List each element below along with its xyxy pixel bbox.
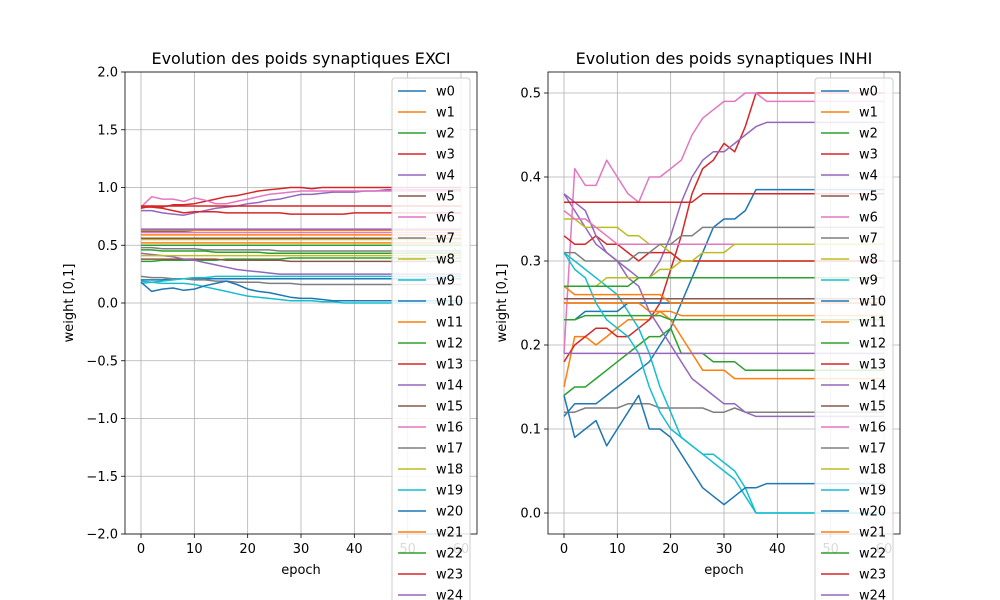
legend-label: w13 xyxy=(859,358,886,373)
legend-label: w14 xyxy=(859,379,886,394)
legend-label: w5 xyxy=(436,190,455,205)
legend-label: w8 xyxy=(436,253,455,268)
legend-label: w19 xyxy=(859,484,886,499)
y-tick-label: 0.2 xyxy=(520,339,541,354)
legend-label: w7 xyxy=(859,232,878,247)
legend-label: w17 xyxy=(859,442,886,457)
legend-label: w16 xyxy=(859,421,886,436)
legend-label: w18 xyxy=(859,463,886,478)
inhi-chart: 01020304050600.00.10.20.30.40.5Evolution… xyxy=(495,49,901,600)
y-tick-label: −1.5 xyxy=(86,470,118,485)
legend-label: w9 xyxy=(436,274,455,289)
legend-label: w6 xyxy=(436,211,455,226)
legend-label: w10 xyxy=(436,295,463,310)
legend-label: w24 xyxy=(436,589,463,600)
legend-label: w12 xyxy=(436,337,463,352)
y-tick-label: 0.0 xyxy=(520,507,541,522)
legend-label: w5 xyxy=(859,190,878,205)
legend-label: w2 xyxy=(436,127,455,142)
y-axis-label: weight [0,1] xyxy=(495,264,510,343)
legend-label: w0 xyxy=(436,85,455,100)
legend-label: w11 xyxy=(436,316,463,331)
x-tick-label: 0 xyxy=(137,542,145,557)
legend-label: w8 xyxy=(859,253,878,268)
legend-label: w9 xyxy=(859,274,878,289)
y-tick-label: 0.5 xyxy=(520,87,541,102)
x-axis-label: epoch xyxy=(704,563,744,578)
legend-label: w6 xyxy=(859,211,878,226)
legend-label: w18 xyxy=(436,463,463,478)
x-tick-label: 10 xyxy=(186,542,203,557)
legend-label: w22 xyxy=(859,547,886,562)
legend-label: w20 xyxy=(859,505,886,520)
legend-label: w4 xyxy=(859,169,878,184)
legend-label: w0 xyxy=(859,85,878,100)
legend: w0 w1 w2 w3 w4 w5 w6 w7 w8 w9 w10 w11 w12 w13 w14 w15 w1… xyxy=(814,77,894,600)
x-axis-label: epoch xyxy=(281,563,321,578)
chart-title: Evolution des poids synaptiques INHI xyxy=(576,49,873,68)
chart-title: Evolution des poids synaptiques EXCI xyxy=(151,49,450,68)
y-tick-label: −2.0 xyxy=(86,528,118,543)
legend-label: w16 xyxy=(436,421,463,436)
axes-frame xyxy=(124,71,478,535)
y-tick-label: 0.5 xyxy=(97,239,118,254)
y-tick-label: 0.0 xyxy=(97,297,118,312)
x-tick-label: 20 xyxy=(239,542,256,557)
legend-label: w7 xyxy=(436,232,455,247)
x-tick-label: 40 xyxy=(769,542,786,557)
legend-label: w19 xyxy=(436,484,463,499)
y-tick-label: −1.0 xyxy=(86,412,118,427)
y-tick-label: −0.5 xyxy=(86,354,118,369)
x-tick-label: 40 xyxy=(346,542,363,557)
x-tick-label: 20 xyxy=(662,542,679,557)
legend-label: w12 xyxy=(859,337,886,352)
legend-label: w21 xyxy=(436,526,463,541)
legend-label: w15 xyxy=(436,400,463,415)
y-tick-label: 1.5 xyxy=(97,123,118,138)
legend-label: w10 xyxy=(859,295,886,310)
legend-label: w21 xyxy=(859,526,886,541)
y-tick-label: 1.0 xyxy=(97,181,118,196)
legend-label: w20 xyxy=(436,505,463,520)
legend-label: w15 xyxy=(859,400,886,415)
legend-label: w23 xyxy=(859,568,886,583)
y-tick-label: 0.1 xyxy=(520,423,541,438)
y-tick-label: 2.0 xyxy=(97,66,118,81)
legend-label: w24 xyxy=(859,589,886,600)
y-tick-label: 0.3 xyxy=(520,255,541,270)
legend-label: w13 xyxy=(436,358,463,373)
legend-label: w4 xyxy=(436,169,455,184)
legend-label: w3 xyxy=(436,148,455,163)
legend-label: w3 xyxy=(859,148,878,163)
legend-label: w23 xyxy=(436,568,463,583)
x-tick-label: 30 xyxy=(716,542,733,557)
x-tick-label: 0 xyxy=(560,542,568,557)
legend-label: w22 xyxy=(436,547,463,562)
legend-label: w1 xyxy=(859,106,878,121)
legend-label: w17 xyxy=(436,442,463,457)
exci-chart: 0102030405060−2.0−1.5−1.0−0.50.00.51.01.… xyxy=(62,49,478,600)
legend: w0 w1 w2 w3 w4 w5 w6 w7 w8 w9 w10 w11 w12 w13 w14 w15 w1… xyxy=(391,77,471,600)
legend-label: w11 xyxy=(859,316,886,331)
x-tick-label: 30 xyxy=(293,542,310,557)
legend-label: w2 xyxy=(859,127,878,142)
y-tick-label: 0.4 xyxy=(520,171,541,186)
legend-label: w1 xyxy=(436,106,455,121)
legend-label: w14 xyxy=(436,379,463,394)
y-axis-label: weight [0,1] xyxy=(62,264,77,343)
axes-frame xyxy=(547,71,901,535)
x-tick-label: 10 xyxy=(609,542,626,557)
